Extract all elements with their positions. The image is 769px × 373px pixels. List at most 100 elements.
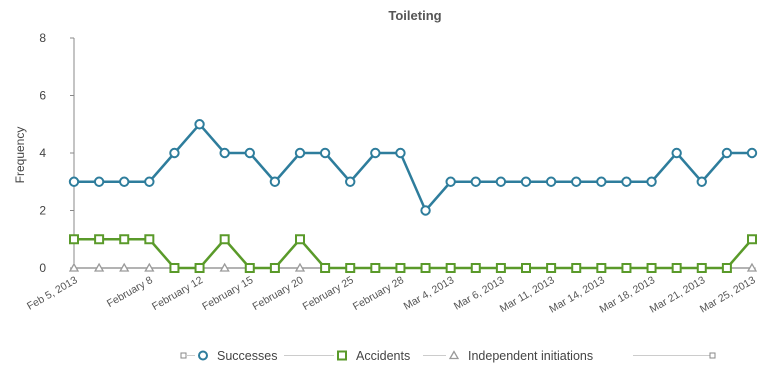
y-axis-label: Frequency bbox=[13, 127, 27, 184]
data-point bbox=[420, 205, 431, 216]
data-point bbox=[571, 176, 582, 187]
data-point bbox=[269, 263, 280, 273]
x-tick-label: February 28 bbox=[351, 274, 406, 313]
data-point bbox=[144, 262, 155, 272]
legend-item-accidents: Accidents bbox=[334, 347, 423, 364]
data-point bbox=[69, 234, 79, 245]
data-point bbox=[294, 147, 306, 159]
data-point bbox=[219, 234, 230, 245]
x-tick-label: February 8 bbox=[105, 274, 155, 310]
data-point bbox=[219, 262, 230, 272]
data-point bbox=[194, 263, 205, 273]
data-point bbox=[495, 176, 507, 187]
data-point bbox=[746, 147, 758, 159]
data-point bbox=[93, 176, 105, 187]
legend: Successes Accidents Independent initiation… bbox=[180, 347, 716, 364]
x-tick-label: February 25 bbox=[301, 274, 356, 313]
legend-marker bbox=[337, 350, 347, 361]
data-point bbox=[671, 147, 682, 159]
x-tick-label: Mar 18, 2013 bbox=[597, 274, 657, 315]
series-accidents bbox=[69, 234, 757, 273]
x-tick-label: February 20 bbox=[250, 274, 305, 313]
y-tick-label: 0 bbox=[39, 261, 46, 275]
data-point bbox=[696, 176, 707, 187]
data-point bbox=[294, 262, 306, 272]
data-point bbox=[696, 263, 707, 273]
data-point bbox=[345, 176, 356, 187]
data-point bbox=[244, 263, 255, 273]
data-point bbox=[119, 262, 130, 272]
data-point bbox=[646, 263, 657, 273]
data-point bbox=[621, 263, 632, 273]
legend-label: Successes bbox=[217, 349, 277, 363]
data-point bbox=[370, 263, 381, 273]
legend-item-successes: Successes bbox=[195, 347, 284, 364]
legend-handle-left bbox=[180, 352, 187, 359]
legend-marker bbox=[198, 350, 208, 361]
series-line bbox=[74, 238, 753, 270]
series-line bbox=[74, 123, 752, 212]
data-point bbox=[521, 263, 531, 273]
data-point bbox=[646, 176, 657, 187]
data-point bbox=[420, 263, 431, 273]
data-point bbox=[93, 262, 105, 272]
legend-item-independent-initiations: Independent initiations bbox=[446, 347, 633, 364]
data-point bbox=[244, 147, 255, 159]
x-tick-label: February 15 bbox=[200, 274, 255, 313]
data-point bbox=[520, 176, 532, 187]
x-tick-label: Feb 5, 2013 bbox=[25, 274, 80, 312]
x-tick-label: Mar 25, 2013 bbox=[698, 274, 758, 315]
data-point bbox=[470, 263, 481, 273]
data-point bbox=[596, 176, 607, 187]
data-point bbox=[319, 147, 331, 159]
data-point bbox=[345, 263, 356, 273]
data-point bbox=[470, 176, 481, 187]
legend-label-bg bbox=[211, 347, 284, 364]
legend-label: Accidents bbox=[356, 349, 410, 363]
data-point bbox=[747, 234, 757, 245]
data-point bbox=[495, 263, 506, 273]
data-point bbox=[721, 147, 733, 159]
data-point bbox=[144, 176, 155, 187]
data-point bbox=[68, 176, 80, 187]
legend-label-bg bbox=[350, 347, 423, 364]
data-point bbox=[94, 234, 105, 245]
legend-label: Independent initiations bbox=[468, 349, 593, 363]
data-point bbox=[571, 263, 582, 273]
data-point bbox=[68, 262, 80, 272]
data-point bbox=[546, 263, 557, 273]
data-point bbox=[119, 176, 130, 187]
data-point bbox=[621, 176, 632, 187]
x-tick-label: Mar 11, 2013 bbox=[498, 274, 557, 315]
data-point bbox=[395, 263, 406, 273]
data-point bbox=[545, 176, 557, 187]
data-point bbox=[269, 176, 281, 187]
series-successes bbox=[68, 119, 758, 216]
chart-title: Toileting bbox=[388, 8, 441, 23]
x-tick-label: February 12 bbox=[150, 274, 205, 313]
data-point bbox=[445, 263, 456, 273]
series-group bbox=[68, 119, 758, 273]
data-point bbox=[119, 234, 130, 245]
legend-label-bg bbox=[462, 347, 633, 364]
data-point bbox=[295, 234, 305, 245]
y-tick-label: 4 bbox=[39, 146, 46, 160]
y-tick-label: 6 bbox=[39, 89, 46, 103]
y-tick-label: 8 bbox=[39, 31, 46, 45]
data-point bbox=[169, 263, 180, 273]
data-point bbox=[194, 119, 205, 130]
data-point bbox=[596, 263, 607, 273]
data-point bbox=[671, 263, 682, 273]
data-point bbox=[395, 147, 406, 159]
data-point bbox=[746, 262, 758, 272]
x-tick-label: Mar 14, 2013 bbox=[547, 274, 607, 315]
y-tick-label: 2 bbox=[39, 204, 46, 218]
data-point bbox=[169, 147, 180, 159]
legend-marker bbox=[448, 350, 460, 360]
legend-handle-right bbox=[709, 352, 716, 359]
data-point bbox=[721, 263, 732, 273]
data-point bbox=[320, 263, 331, 273]
data-point bbox=[370, 147, 381, 159]
